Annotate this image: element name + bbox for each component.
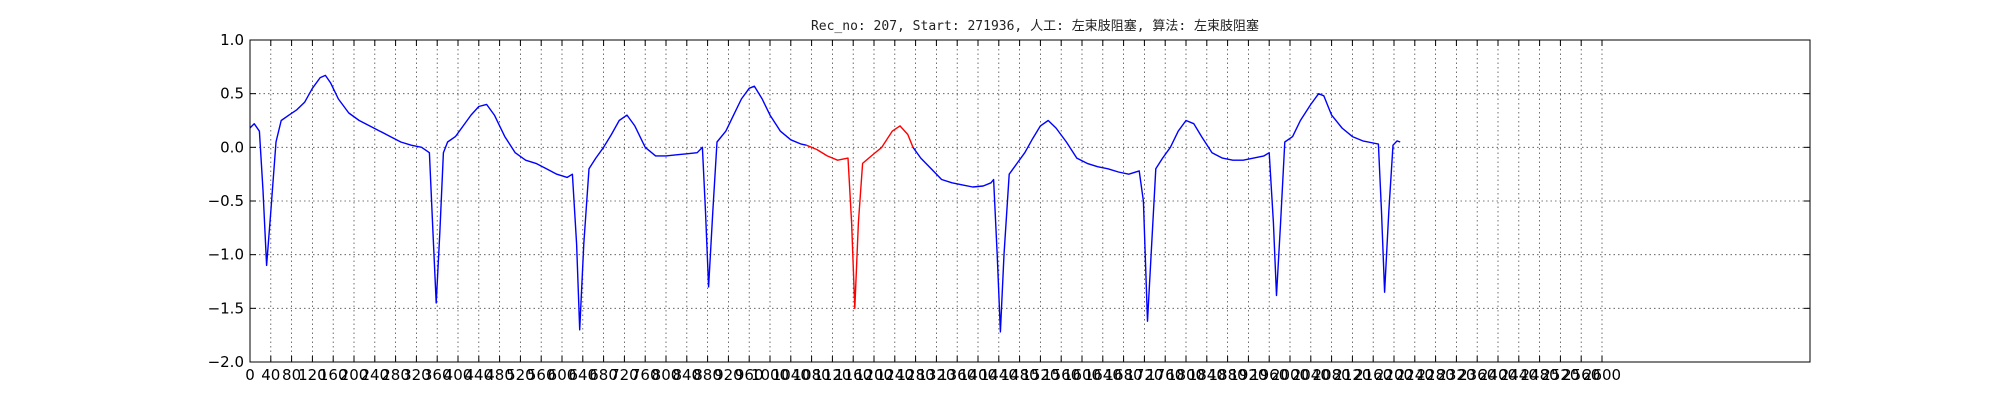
x-tick-label: 2600 [1583,366,1621,384]
x-tick-label: 1640 [1084,366,1122,384]
x-tick-label: 1280 [897,366,935,384]
y-axis: 1.0 0.5 0.0 −0.5 −1.0 −1.5 −2.0 [208,31,1810,371]
x-tick-label: 240 [360,366,389,384]
x-tick-label: 480 [485,366,514,384]
x-tick-label: 880 [693,366,722,384]
ecg-series-1 [249,74,807,331]
x-tick-label: 2480 [1521,366,1559,384]
x-tick-label: 2200 [1375,366,1413,384]
x-tick-label: 1480 [1001,366,1039,384]
x-tick-label: 1560 [1042,366,1080,384]
x-tick-label: 2000 [1271,366,1309,384]
x-tick-label: 1760 [1146,366,1184,384]
x-tick-label: 2160 [1354,366,1392,384]
x-tick-label: 1960 [1250,366,1288,384]
ecg-series-2 [806,125,914,309]
x-tick-label: 80 [282,366,301,384]
x-tick-label: 1200 [855,366,893,384]
x-tick-label: 0 [245,366,255,384]
x-tick-label: 1880 [1209,366,1247,384]
x-tick-label: 960 [735,366,764,384]
x-tick-label: 1360 [938,366,976,384]
y-tick-label: −2.0 [208,353,244,371]
x-tick-label: 1040 [772,366,810,384]
x-tick-label: 2320 [1437,366,1475,384]
x-tick-label: 1000 [751,366,789,384]
y-tick-label: −0.5 [208,192,244,210]
x-tick-label: 160 [319,366,348,384]
x-tick-label: 2080 [1313,366,1351,384]
x-tick-label: 1440 [980,366,1018,384]
ecg-series-3 [912,93,1401,333]
x-tick-label: 1720 [1125,366,1163,384]
x-tick-label: 520 [506,366,535,384]
x-tick-label: 360 [423,366,452,384]
x-tick-label: 800 [652,366,681,384]
x-tick-label: 920 [714,366,743,384]
x-tick-label: 1600 [1063,366,1101,384]
x-tick-label: 1080 [793,366,831,384]
x-tick-label: 2360 [1458,366,1496,384]
x-tick-label: 2440 [1500,366,1538,384]
x-tick-label: 720 [610,366,639,384]
y-tick-label: 1.0 [220,31,244,49]
y-tick-label: 0.0 [220,138,244,156]
y-tick-label: 0.5 [220,85,244,103]
series-lines [249,74,1401,333]
x-tick-label: 600 [548,366,577,384]
x-tick-label: 2040 [1292,366,1330,384]
y-tick-label: −1.5 [208,299,244,317]
y-tick-label: −1.0 [208,246,244,264]
x-tick-label: 120 [298,366,327,384]
x-tick-label: 1520 [1021,366,1059,384]
x-tick-label: 400 [444,366,473,384]
x-tick-label: 2280 [1417,366,1455,384]
x-tick-label: 2120 [1333,366,1371,384]
grid-lines [249,39,1810,363]
x-tick-label: 1840 [1188,366,1226,384]
chart-title: Rec_no: 207, Start: 271936, 人工: 左束肢阻塞, 算… [811,18,1259,34]
x-tick-label: 280 [381,366,410,384]
x-tick-label: 1120 [813,366,851,384]
x-tick-label: 1240 [876,366,914,384]
x-tick-label: 840 [672,366,701,384]
x-tick-label: 2560 [1562,366,1600,384]
x-tick-label: 2240 [1396,366,1434,384]
x-tick-label: 1400 [959,366,997,384]
x-tick-label: 640 [568,366,597,384]
x-tick-label: 1920 [1229,366,1267,384]
x-tick-label: 320 [402,366,431,384]
x-tick-label: 1680 [1105,366,1143,384]
x-tick-label: 40 [261,366,280,384]
x-tick-label: 440 [464,366,493,384]
x-tick-label: 1320 [917,366,955,384]
x-tick-label: 1160 [834,366,872,384]
x-tick-label: 680 [589,366,618,384]
x-tick-label: 2400 [1479,366,1517,384]
x-axis: 0 40 8012016020024028032036040044048052056… [245,40,1621,384]
x-tick-label: 760 [631,366,660,384]
x-tick-label: 1800 [1167,366,1205,384]
x-tick-label: 2520 [1541,366,1579,384]
x-tick-label: 560 [527,366,556,384]
x-tick-label: 200 [340,366,369,384]
